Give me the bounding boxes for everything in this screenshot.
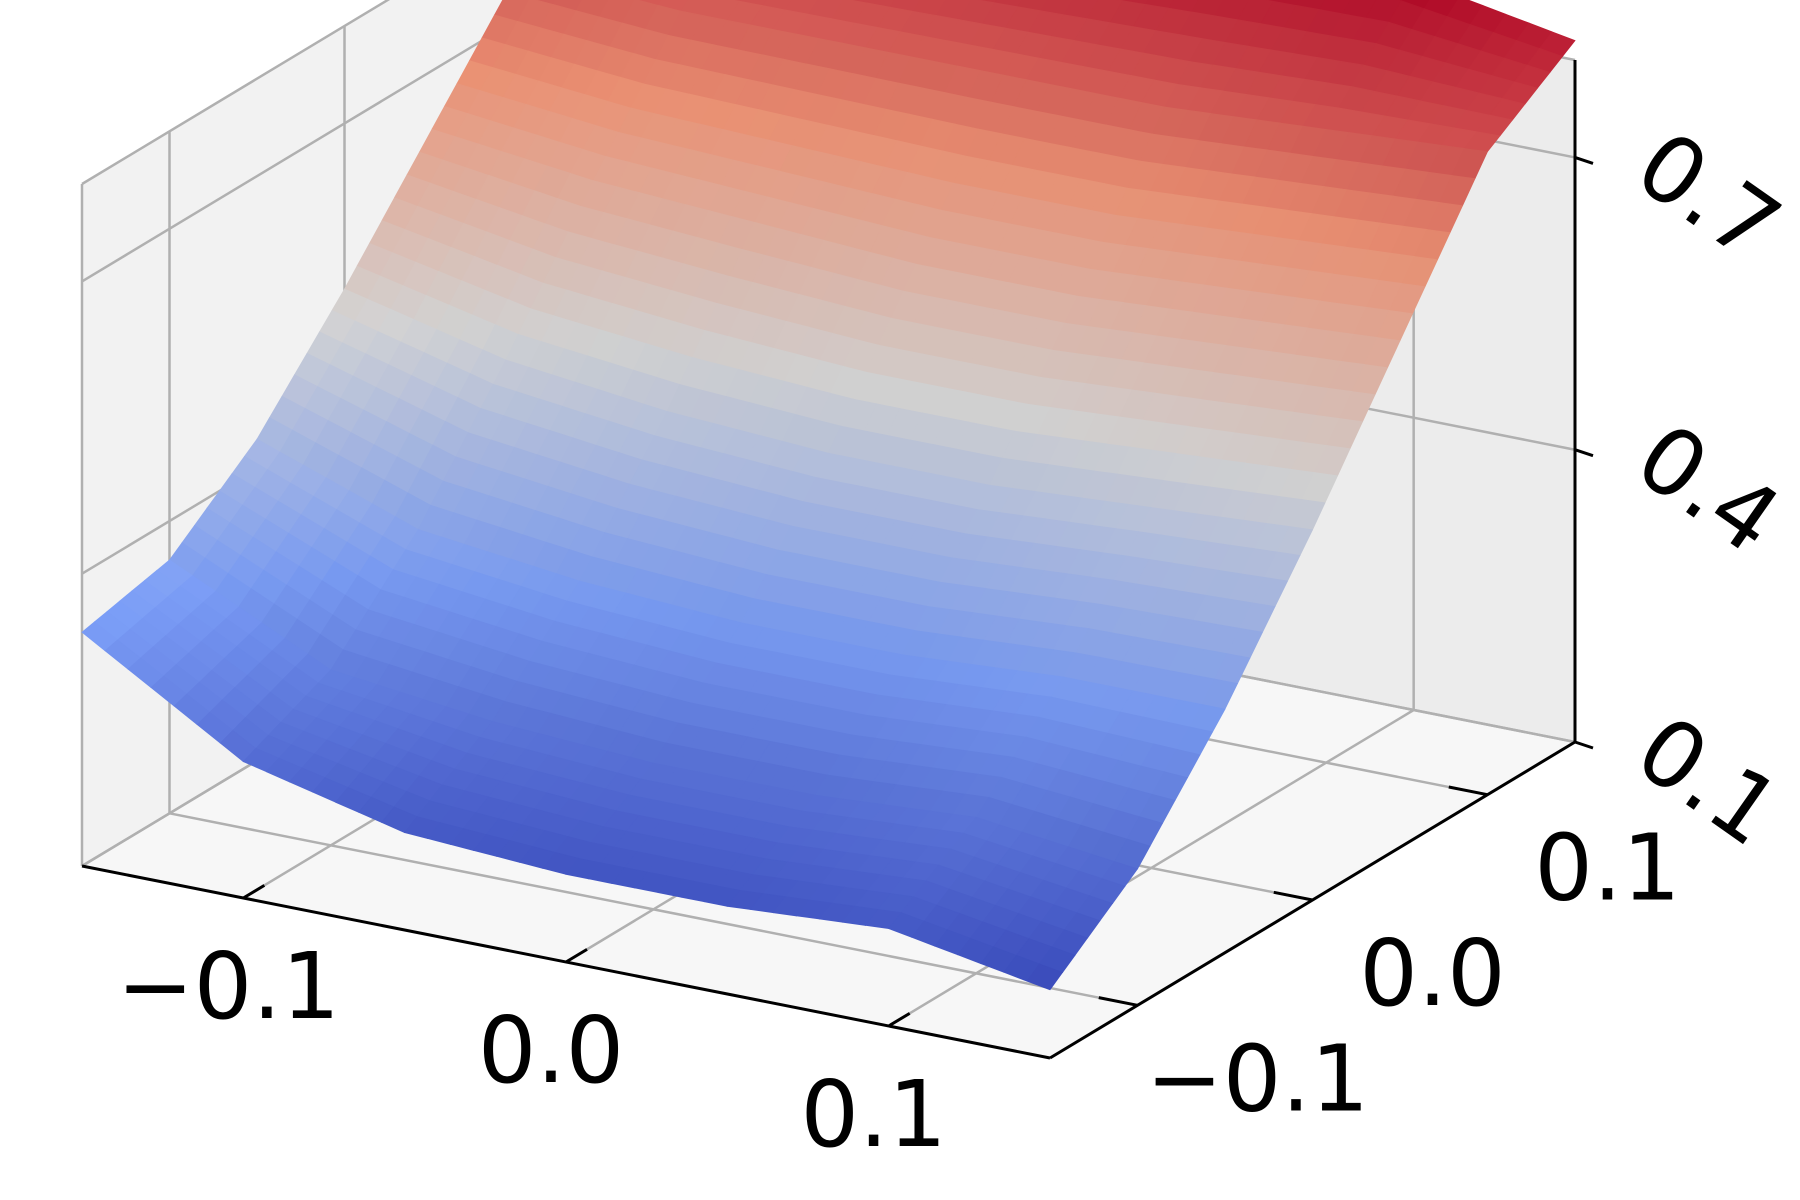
z-tick-mark <box>1574 740 1594 750</box>
y-tick-mark <box>1273 890 1313 902</box>
x-tick-mark <box>565 948 588 964</box>
y-tick-mark <box>1098 996 1138 1007</box>
x-tick-mark <box>887 1012 911 1028</box>
x-tick-label: −0.1 <box>117 933 340 1040</box>
z-tick-mark <box>1574 448 1594 458</box>
x-tick-label: 0.0 <box>478 997 624 1104</box>
y-tick-mark <box>1448 785 1488 797</box>
y-tick-label: −0.1 <box>1146 1025 1369 1132</box>
x-tick-mark <box>242 884 266 900</box>
x-tick-label: 0.1 <box>801 1061 947 1168</box>
axes <box>81 60 1594 1060</box>
y-tick-label: 0.0 <box>1359 920 1505 1027</box>
y-gridline <box>169 812 1138 1007</box>
surface-patch <box>1026 963 1064 991</box>
surface <box>81 0 1576 991</box>
z-tick-label: 0.4 <box>1617 403 1798 575</box>
y-tick-label: 0.1 <box>1534 815 1680 922</box>
z-tick-label: 0.7 <box>1617 111 1798 283</box>
z-tick-mark <box>1574 156 1594 165</box>
